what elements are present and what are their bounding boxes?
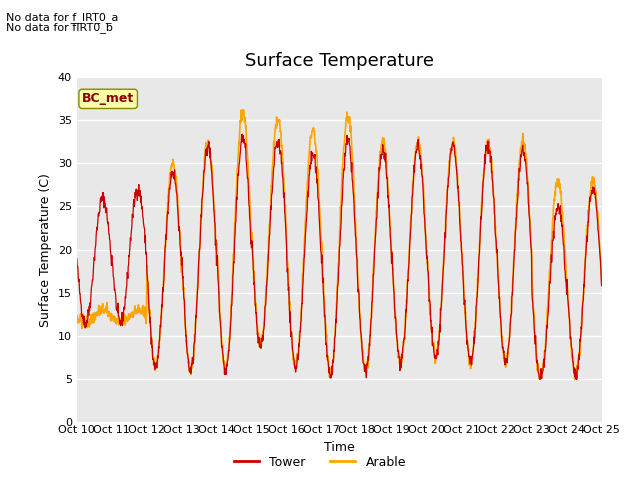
X-axis label: Time: Time (324, 441, 355, 454)
Legend: Tower, Arable: Tower, Arable (229, 451, 411, 474)
Text: BC_met: BC_met (82, 92, 134, 105)
Text: No data for f̅IRT0̅_b: No data for f̅IRT0̅_b (6, 22, 113, 33)
Y-axis label: Surface Temperature (C): Surface Temperature (C) (39, 173, 52, 326)
Text: No data for f_IRT0_a: No data for f_IRT0_a (6, 12, 119, 23)
Title: Surface Temperature: Surface Temperature (244, 52, 434, 70)
